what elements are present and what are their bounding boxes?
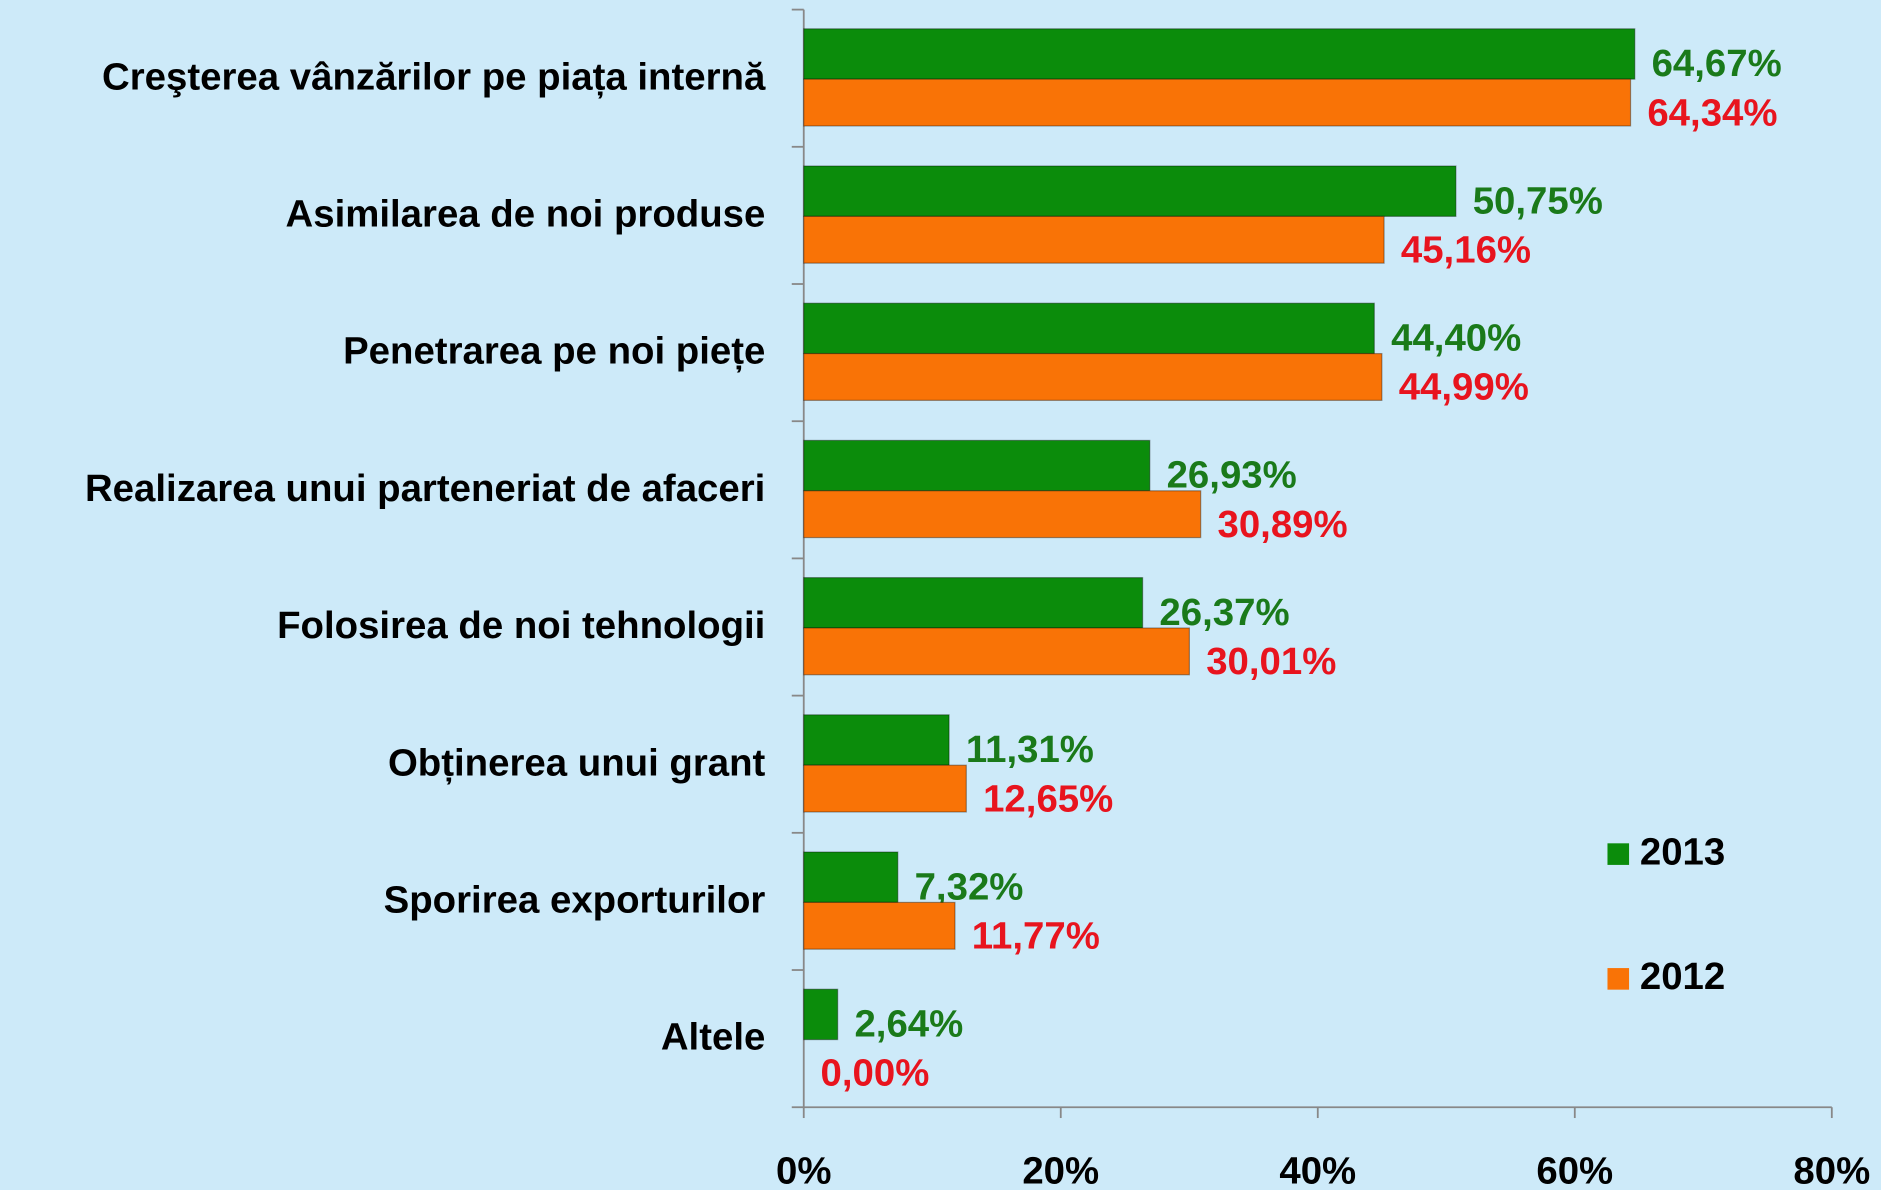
x-tick-label: 60% <box>1536 1149 1613 1190</box>
value-label: 64,34% <box>1647 91 1777 134</box>
bar <box>803 490 1202 539</box>
bar <box>803 577 1144 629</box>
value-label: 0,00% <box>821 1052 930 1095</box>
legend-swatch <box>1607 968 1630 990</box>
category-label: Obținerea unui grant <box>388 741 766 784</box>
value-label: 45,16% <box>1401 229 1531 272</box>
value-label: 12,65% <box>983 777 1113 820</box>
bar <box>803 28 1636 80</box>
value-label: 50,75% <box>1473 179 1603 222</box>
bar <box>803 352 1383 401</box>
legend-label: 2013 <box>1640 830 1725 873</box>
value-label: 44,40% <box>1391 317 1521 360</box>
category-label: Sporirea exporturilor <box>384 879 766 922</box>
legend-label: 2012 <box>1640 955 1725 998</box>
bar <box>803 627 1190 676</box>
x-tick-label: 20% <box>1022 1149 1099 1190</box>
bar <box>803 714 950 766</box>
bar <box>803 165 1457 217</box>
category-label: Realizarea unui parteneriat de afaceri <box>85 467 765 510</box>
bar <box>803 439 1151 492</box>
bar <box>803 215 1385 264</box>
bar <box>803 851 899 903</box>
value-label: 7,32% <box>915 865 1024 908</box>
category-label: Penetrarea pe noi piețe <box>343 330 765 373</box>
category-label: Creşterea vânzărilor pe piața internă <box>102 55 766 98</box>
category-label: Asimilarea de noi produse <box>286 193 766 236</box>
bar <box>803 302 1375 355</box>
x-tick-label: 0% <box>776 1149 831 1190</box>
value-label: 26,37% <box>1159 591 1289 634</box>
value-label: 30,89% <box>1217 503 1347 546</box>
x-tick-label: 40% <box>1279 1149 1356 1190</box>
bar <box>803 901 956 950</box>
bar <box>803 764 967 813</box>
value-label: 11,31% <box>966 728 1094 771</box>
bar <box>803 988 839 1041</box>
value-label: 30,01% <box>1206 640 1336 683</box>
value-label: 2,64% <box>854 1003 963 1046</box>
legend-swatch <box>1607 843 1630 865</box>
x-tick-label: 80% <box>1793 1149 1870 1190</box>
value-label: 26,93% <box>1167 454 1297 497</box>
value-label: 44,99% <box>1399 366 1529 409</box>
value-label: 11,77% <box>972 915 1100 958</box>
category-label: Folosirea de noi tehnologii <box>277 604 765 647</box>
bar <box>803 78 1632 127</box>
category-label: Altele <box>661 1016 766 1059</box>
value-label: 64,67% <box>1652 42 1782 85</box>
